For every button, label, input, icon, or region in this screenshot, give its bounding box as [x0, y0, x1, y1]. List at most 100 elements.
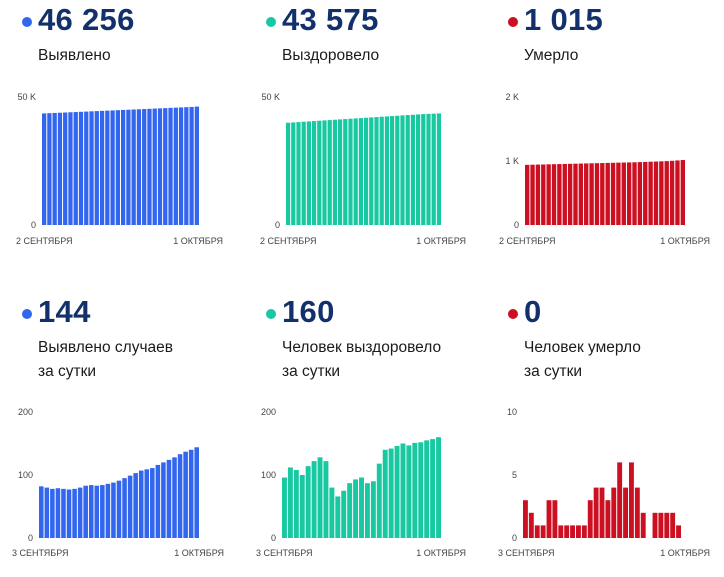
y-tick-label: 0: [275, 220, 280, 230]
bar: [327, 120, 332, 225]
bar: [400, 443, 406, 538]
bar: [379, 116, 384, 225]
bar: [589, 163, 594, 225]
bar: [530, 164, 535, 225]
x-start-label: 2 СЕНТЯБРЯ: [260, 236, 317, 246]
bar: [78, 111, 84, 225]
bar: [564, 525, 570, 538]
bar: [426, 113, 431, 225]
bar: [540, 525, 546, 538]
bar: [127, 475, 133, 538]
caption: Человек умерло за сутки: [524, 336, 641, 384]
bar: [587, 500, 593, 538]
bar: [110, 110, 115, 225]
bar: [157, 108, 163, 225]
x-start-label: 2 СЕНТЯБРЯ: [499, 236, 556, 246]
series-dot-icon: [22, 17, 32, 27]
bar: [311, 461, 317, 538]
bar: [369, 117, 374, 225]
y-tick-label: 10: [507, 407, 517, 417]
bar: [183, 451, 188, 538]
caption-line: Выявлено: [38, 47, 111, 64]
bar: [194, 447, 199, 538]
series-dot-icon: [22, 309, 32, 319]
bar: [616, 162, 621, 225]
bar: [161, 462, 166, 538]
bar: [152, 108, 157, 225]
bar: [73, 112, 78, 225]
caption-line: Выявлено случаев: [38, 339, 173, 356]
bar: [551, 164, 557, 225]
bar: [312, 121, 317, 225]
bar: [42, 113, 47, 225]
bar: [296, 122, 301, 225]
bar: [406, 445, 412, 538]
bar: [400, 115, 405, 225]
bar: [578, 163, 584, 225]
bar: [173, 107, 178, 225]
bar: [546, 500, 552, 538]
bar: [184, 107, 189, 225]
bar: [541, 164, 546, 225]
bar: [436, 437, 441, 538]
bar: [664, 512, 670, 538]
bar: [675, 160, 680, 225]
caption-line: Выздоровело: [282, 47, 380, 64]
bar: [552, 500, 558, 538]
headline: 46 256: [22, 0, 135, 40]
bar: [126, 109, 131, 225]
panel-deaths-daily: 0 Человек умерло за сутки 10 5 0 3 СЕНТЯБРЯ…: [486, 292, 724, 577]
bar: [122, 478, 127, 538]
series-dot-icon: [508, 309, 518, 319]
bar: [317, 120, 322, 225]
bar: [77, 487, 83, 538]
bar: [658, 512, 664, 538]
bar: [116, 480, 122, 538]
x-end-label: 1 ОКТЯБРЯ: [174, 548, 224, 558]
bar: [431, 113, 436, 225]
bar: [72, 488, 77, 538]
bar: [347, 483, 353, 538]
bar: [664, 161, 669, 225]
x-start-label: 3 СЕНТЯБРЯ: [256, 548, 313, 558]
bar: [394, 446, 400, 538]
bar: [395, 115, 400, 225]
bar: [388, 448, 394, 538]
total-value: 46 256: [38, 2, 135, 37]
headline: 0: [508, 292, 542, 332]
bar: [305, 466, 311, 538]
bar: [659, 161, 664, 225]
y-tick-label: 1 K: [505, 156, 519, 166]
bar: [194, 106, 199, 225]
bar: [680, 160, 685, 225]
bar: [353, 118, 358, 225]
y-tick-label: 0: [514, 220, 519, 230]
bar: [44, 487, 50, 538]
bar: [293, 469, 299, 538]
bar: [632, 162, 637, 225]
panel-deaths-total: 1 015 Умерло 2 K 1 K 0 2 СЕНТЯБРЯ 1 ОКТЯБРЯ: [486, 0, 724, 285]
bar: [291, 122, 296, 225]
bar: [410, 114, 415, 225]
bar: [178, 107, 184, 225]
bar: [640, 512, 646, 538]
series-dot-icon: [508, 17, 518, 27]
bar: [335, 496, 341, 538]
bar-chart: 10 5 0 3 СЕНТЯБРЯ 1 ОКТЯБРЯ: [498, 407, 710, 558]
bar: [341, 490, 347, 538]
bar: [332, 119, 337, 225]
bar: [168, 107, 173, 225]
bar: [150, 468, 155, 538]
bar: [343, 119, 348, 225]
bar: [535, 164, 541, 225]
bar: [573, 163, 578, 225]
panel-confirmed-daily: 144 Выявлено случаев за сутки 200 100 0 3 С…: [0, 292, 240, 577]
bar: [52, 112, 57, 225]
y-tick-label: 100: [261, 470, 276, 480]
caption: Выздоровело: [282, 44, 379, 68]
y-tick-label: 0: [28, 533, 33, 543]
y-tick-label: 2 K: [505, 92, 519, 102]
bar: [136, 109, 142, 225]
bar: [88, 485, 94, 538]
bar-chart: 50 K 0 2 СЕНТЯБРЯ 1 ОКТЯБРЯ: [260, 92, 466, 246]
